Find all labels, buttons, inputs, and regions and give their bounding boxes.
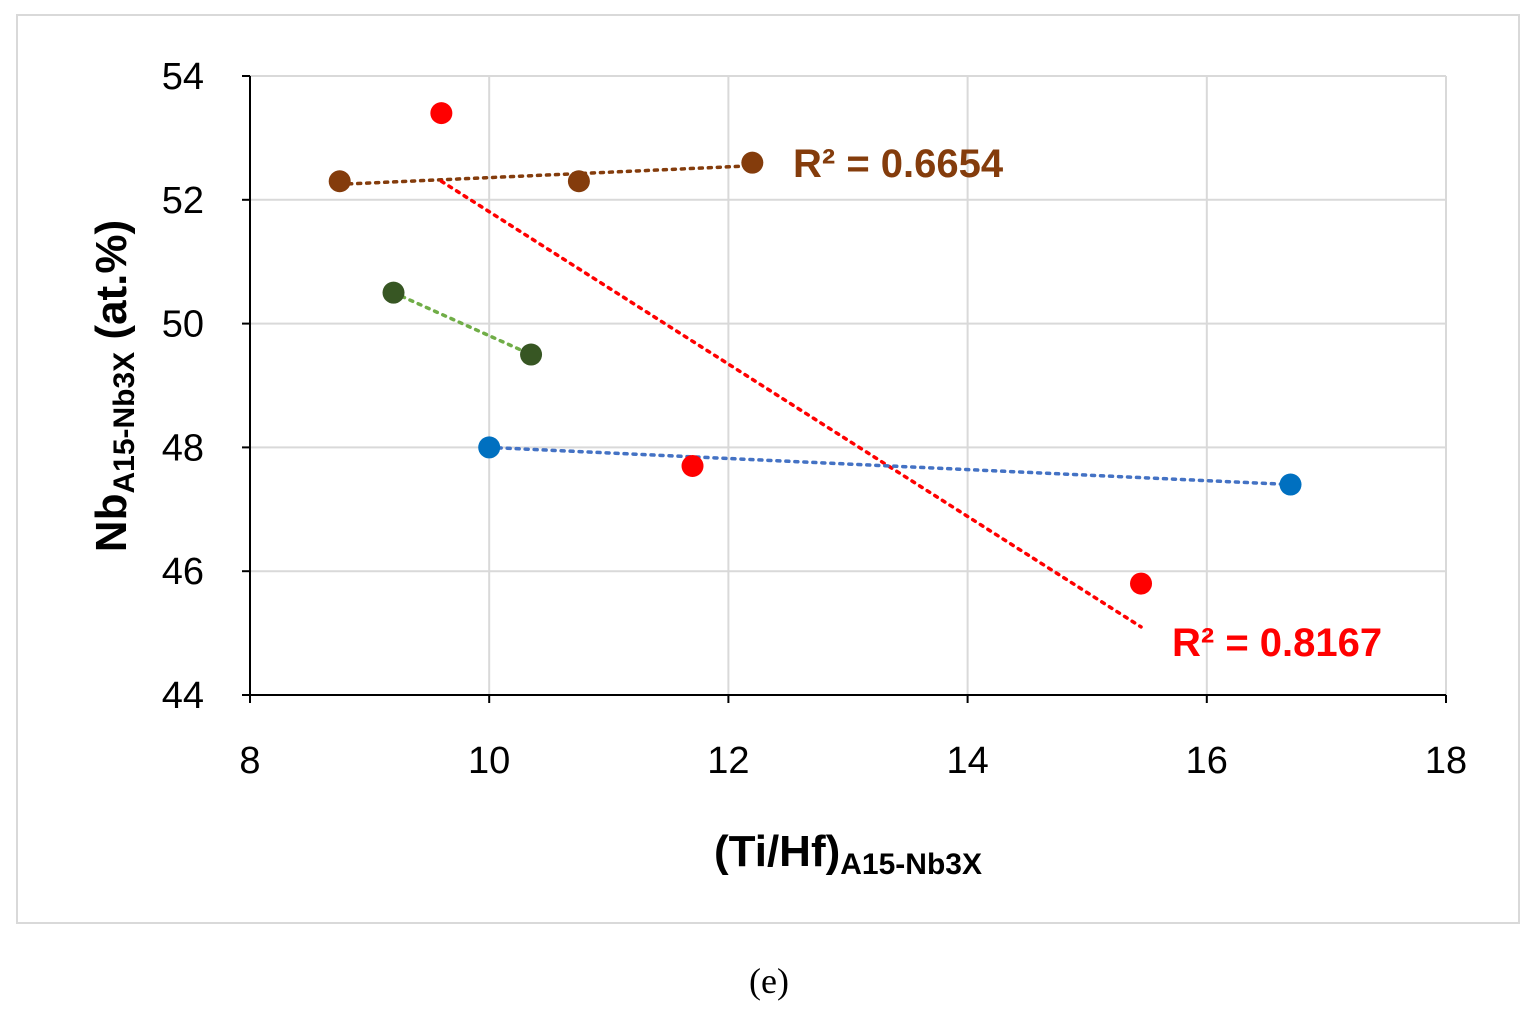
x-tick-label-8: 8	[239, 740, 260, 782]
x-tick-label-12: 12	[707, 740, 749, 782]
y-tick-label-52: 52	[162, 180, 204, 222]
point-green-1	[382, 281, 405, 304]
data-points	[328, 102, 1302, 595]
point-brown-2	[567, 170, 590, 193]
r2-label-red: R² = 0.8167	[1172, 621, 1382, 665]
axes: 44 46 48 50 52 54 8 10 12 14 16 18	[162, 56, 1467, 782]
point-green-2	[520, 343, 543, 366]
y-tick-label-48: 48	[162, 427, 204, 469]
point-blue-2	[1279, 473, 1302, 496]
trendline-brown	[337, 164, 755, 187]
point-red-1	[430, 102, 453, 125]
x-tick-label-16: 16	[1186, 740, 1228, 782]
chart-frame	[16, 14, 1520, 924]
point-brown-1	[328, 170, 351, 193]
point-brown-3	[741, 151, 764, 174]
y-tick-label-44: 44	[162, 675, 204, 717]
x-tick-label-14: 14	[946, 740, 988, 782]
y-tick-label-50: 50	[162, 304, 204, 346]
trendlines	[337, 164, 1293, 629]
x-tick-label-18: 18	[1425, 740, 1467, 782]
x-axis-title: (Ti/Hf)A15-Nb3X	[714, 827, 982, 881]
trendline-green	[391, 290, 533, 357]
point-red-2	[681, 454, 704, 477]
y-tick-label-54: 54	[162, 56, 204, 98]
grid-lines	[250, 75, 1447, 695]
y-axis-title: NbA15-Nb3X (at.%)	[87, 220, 141, 552]
labels: R² = 0.6654 R² = 0.8167	[793, 142, 1382, 665]
x-tick-label-10: 10	[468, 740, 510, 782]
trendline-red	[439, 179, 1143, 629]
y-tick-label-46: 46	[162, 551, 204, 593]
r2-label-brown: R² = 0.6654	[793, 142, 1004, 186]
point-blue-1	[478, 436, 501, 459]
point-red-3	[1130, 572, 1153, 595]
figure-caption: (e)	[749, 961, 789, 1001]
trendline-blue	[487, 445, 1293, 487]
